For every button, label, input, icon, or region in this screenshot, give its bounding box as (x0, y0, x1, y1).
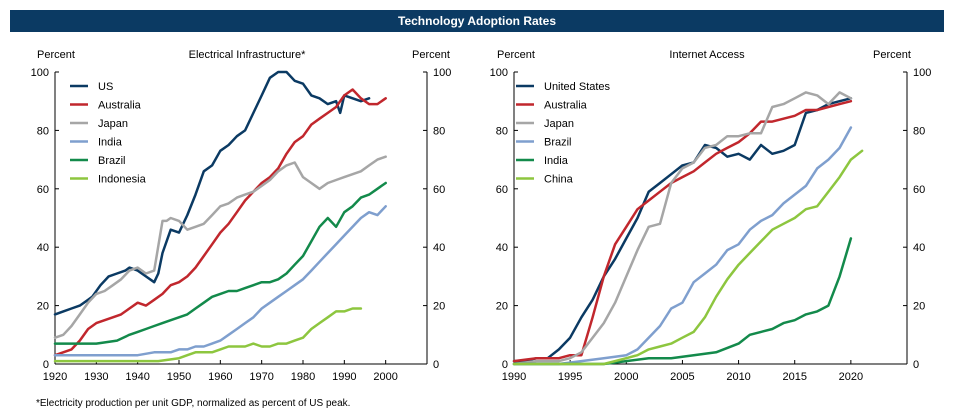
electrical-infrastructure-chart: Electrical Infrastructure* Percent Percent… (31, 49, 452, 383)
chart-1-legend-label: Australia (544, 100, 588, 112)
chart-1-series-brazil (512, 126, 853, 366)
chart-0-xtick-label: 1970 (249, 371, 273, 383)
chart-0-ytick-label-left: 100 (31, 67, 49, 79)
chart-1-ytick-label-right: 0 (913, 359, 919, 371)
chart-1-ytick-label-left: 100 (490, 67, 508, 79)
chart-0-xtick-label: 2000 (373, 371, 397, 383)
chart-0-series-us (53, 70, 371, 316)
chart-0-legend-label: India (98, 137, 123, 149)
chart-1-ytick-label-left: 60 (496, 184, 508, 196)
chart-1-xtick-label: 2005 (670, 371, 694, 383)
chart-0-legend-label: Brazil (98, 155, 126, 167)
chart-0-ytick-label-right: 0 (433, 359, 439, 371)
chart-0-left-axis-label: Percent (37, 49, 75, 61)
chart-1-legend-label: Brazil (544, 137, 572, 149)
chart-0-xtick-label: 1940 (125, 371, 149, 383)
chart-1-legend-label: China (544, 174, 574, 186)
chart-0-series-indonesia (53, 307, 363, 363)
chart-0-legend-label: Indonesia (98, 174, 147, 186)
chart-1-ytick-label-left: 80 (496, 125, 508, 137)
chart-0-ytick-label-left: 60 (37, 184, 49, 196)
chart-1-right-axis-label: Percent (873, 49, 911, 61)
chart-1-series-china (512, 149, 864, 366)
chart-1-ytick-label-right: 40 (913, 242, 925, 254)
chart-1-ytick-label-right: 60 (913, 184, 925, 196)
chart-1-xtick-label: 2020 (839, 371, 863, 383)
chart-0-xtick-label: 1930 (84, 371, 108, 383)
chart-0-legend-label: Australia (98, 100, 142, 112)
chart-1-left-axis-label: Percent (497, 49, 535, 61)
chart-1-legend-label: United States (544, 81, 611, 93)
chart-1-ytick-label-left: 0 (502, 359, 508, 371)
chart-0-legend-label: US (98, 81, 113, 93)
chart-0-ytick-label-right: 60 (433, 184, 445, 196)
chart-1-legend-label: Japan (544, 118, 574, 130)
chart-0-ytick-label-right: 20 (433, 301, 445, 313)
chart-1-xtick-label: 2010 (726, 371, 750, 383)
chart-0-legend-label: Japan (98, 118, 128, 130)
chart-0-ytick-label-right: 100 (433, 67, 451, 79)
chart-0-xtick-label: 1990 (332, 371, 356, 383)
chart-0-ytick-label-left: 0 (43, 359, 49, 371)
chart-0-right-axis-label: Percent (412, 49, 450, 61)
chart-1-xtick-label: 1995 (558, 371, 582, 383)
chart-0-series-india (53, 205, 387, 357)
chart-0-series-brazil (53, 181, 387, 345)
chart-1-ytick-label-right: 20 (913, 301, 925, 313)
chart-0-xtick-label: 1960 (208, 371, 232, 383)
chart-1-xtick-label: 2015 (782, 371, 806, 383)
chart-0-title: Electrical Infrastructure* (189, 49, 306, 61)
chart-1-series-india (512, 237, 853, 366)
page-title: Technology Adoption Rates (10, 10, 944, 32)
chart-0-xtick-label: 1950 (167, 371, 191, 383)
chart-0-xtick-label: 1920 (43, 371, 67, 383)
chart-1-ytick-label-left: 20 (496, 301, 508, 313)
chart-1-title: Internet Access (669, 49, 745, 61)
chart-1-series-australia (512, 99, 853, 363)
chart-1-xtick-label: 1990 (502, 371, 526, 383)
chart-0-series-japan (53, 155, 387, 339)
footnote: *Electricity production per unit GDP, no… (36, 398, 351, 409)
chart-1-legend-label: India (544, 155, 569, 167)
chart-0-ytick-label-left: 80 (37, 125, 49, 137)
chart-1-xtick-label: 2000 (614, 371, 638, 383)
chart-0-series-australia (53, 88, 387, 357)
chart-0-xtick-label: 1980 (291, 371, 315, 383)
chart-1-series-united-states (512, 97, 853, 363)
chart-1-ytick-label-left: 40 (496, 242, 508, 254)
chart-0-ytick-label-right: 40 (433, 242, 445, 254)
chart-0-ytick-label-left: 20 (37, 301, 49, 313)
chart-1-ytick-label-right: 100 (913, 67, 931, 79)
chart-1-series-japan (512, 91, 853, 366)
chart-0-ytick-label-right: 80 (433, 125, 445, 137)
chart-0-ytick-label-left: 40 (37, 242, 49, 254)
chart-1-ytick-label-right: 80 (913, 125, 925, 137)
